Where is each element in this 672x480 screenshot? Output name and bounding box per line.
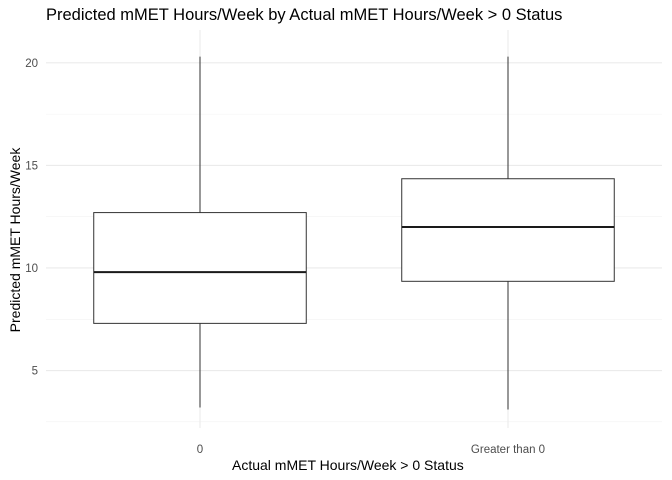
y-tick-labels: 5 10 15 20 xyxy=(25,58,38,378)
y-tick-label: 10 xyxy=(25,263,38,275)
y-tick-label: 15 xyxy=(25,160,38,172)
y-tick-label: 20 xyxy=(25,58,38,70)
x-tick-labels: 0 Greater than 0 xyxy=(197,444,545,456)
x-axis-label: Actual mMET Hours/Week > 0 Status xyxy=(232,457,464,473)
box-1 xyxy=(401,56,615,410)
y-axis-label: Predicted mMET Hours/Week xyxy=(7,147,23,333)
chart-title: Predicted mMET Hours/Week by Actual mMET… xyxy=(46,6,563,24)
x-tick-label: Greater than 0 xyxy=(471,444,545,456)
y-tick-label: 5 xyxy=(32,366,38,378)
box-0 xyxy=(93,56,307,408)
box-body xyxy=(401,178,615,282)
boxes xyxy=(93,56,615,410)
box-body xyxy=(93,212,307,324)
x-tick-label: 0 xyxy=(197,444,203,456)
